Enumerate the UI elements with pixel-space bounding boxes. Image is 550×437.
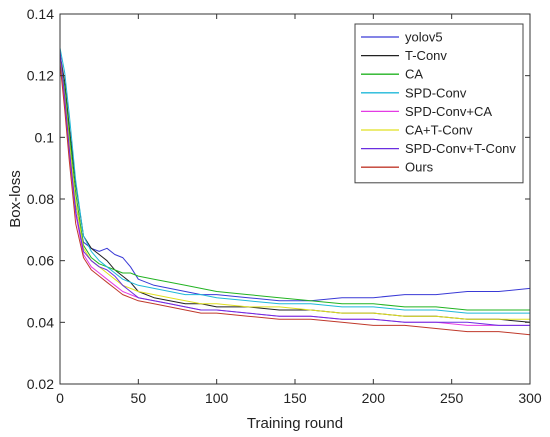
x-tick-label: 200: [362, 390, 386, 406]
series-line-3: [59, 47, 530, 314]
y-tick-label: 0.14: [27, 6, 54, 22]
legend: yolov5 T-Conv CA SPD-Conv SPD-Conv+CA CA+T-Co…: [354, 23, 524, 184]
x-axis-label: Training round: [247, 415, 343, 432]
legend-label-1: T-Conv: [405, 48, 447, 63]
y-tick-label: 0.06: [27, 253, 54, 269]
series-layer: [59, 47, 531, 336]
x-tick-label: 0: [56, 390, 64, 406]
legend-label-6: SPD-Conv+T-Conv: [405, 141, 516, 156]
x-tick-label: 150: [283, 390, 307, 406]
ticks-layer: 0 50 100 150 200 250 300 0.02 0.04 0.06 0.08 0.1 0.1…: [27, 6, 542, 406]
legend-label-0: yolov5: [405, 30, 443, 45]
series-line-7: [59, 63, 531, 336]
y-tick-label: 0.02: [27, 376, 54, 392]
legend-label-7: Ours: [405, 160, 434, 175]
x-tick-label: 250: [440, 390, 464, 406]
x-tick-label: 300: [518, 390, 542, 406]
legend-label-4: SPD-Conv+CA: [405, 104, 492, 119]
y-tick-label: 0.12: [27, 68, 54, 84]
legend-label-5: CA+T-Conv: [405, 123, 473, 138]
series-line-2: [59, 57, 530, 311]
legend-box: [354, 23, 524, 184]
series-line-5: [59, 57, 530, 320]
x-tick-label: 100: [205, 390, 229, 406]
legend-label-3: SPD-Conv: [405, 85, 467, 100]
series-line-6: [59, 50, 530, 326]
x-tick-label: 50: [131, 390, 147, 406]
y-tick-label: 0.04: [27, 314, 54, 330]
series-line-0: [59, 50, 531, 302]
y-tick-label: 0.08: [27, 191, 54, 207]
legend-label-2: CA: [405, 67, 423, 82]
y-tick-label: 0.1: [35, 129, 55, 145]
y-axis-label: Box-loss: [7, 170, 24, 228]
